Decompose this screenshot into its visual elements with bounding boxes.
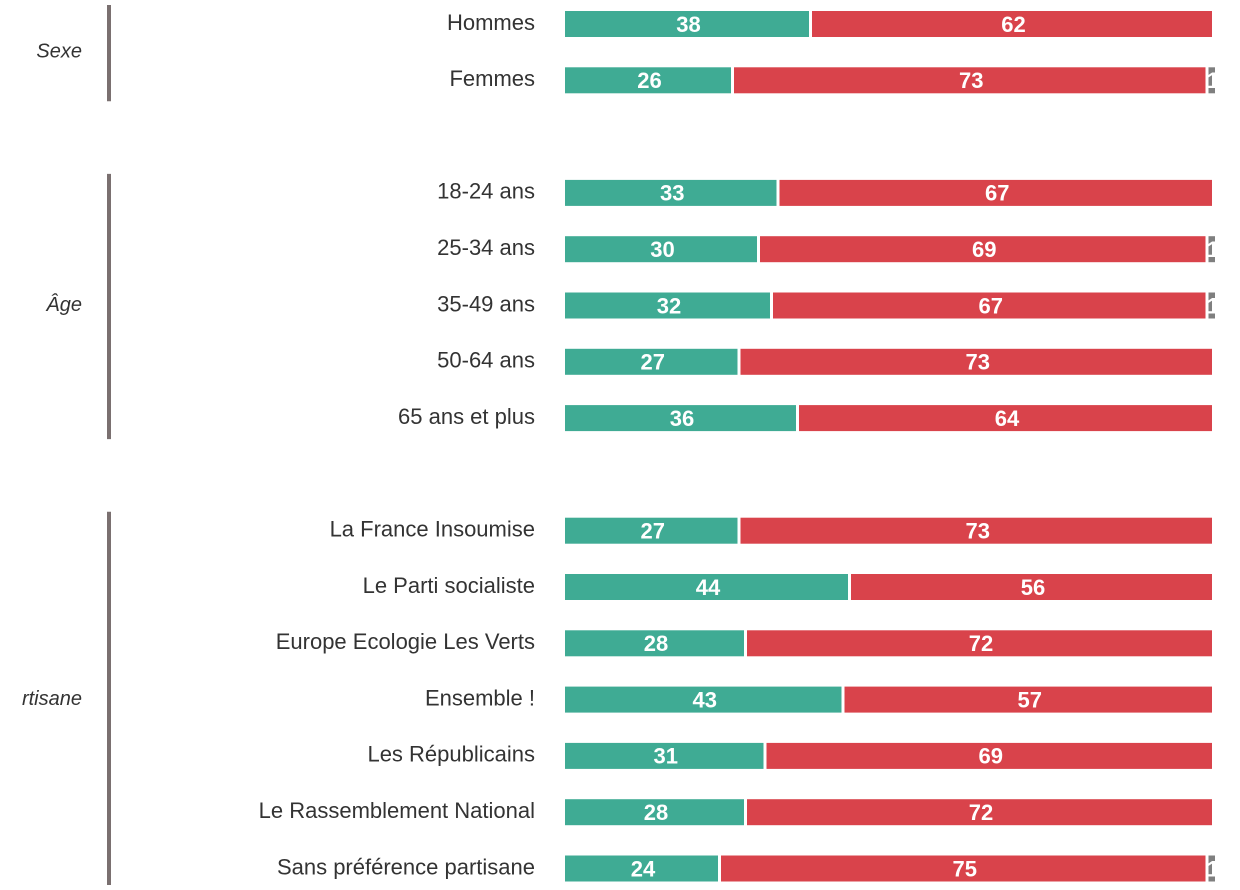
bar-segment — [734, 67, 1206, 94]
bar-segment — [766, 742, 1212, 769]
value-label: 72 — [969, 800, 993, 825]
bar-segment — [1208, 236, 1215, 263]
bar-segment — [1208, 67, 1215, 94]
bar-segment — [740, 517, 1212, 544]
bar-segment — [773, 292, 1206, 319]
value-label: 30 — [650, 237, 674, 262]
bar-segment — [565, 799, 744, 826]
bar-segment — [565, 686, 842, 713]
value-label: 1 — [1207, 68, 1219, 93]
group-label: rtisane — [22, 688, 82, 710]
category-label: La France Insoumise — [330, 517, 535, 542]
value-label: 36 — [670, 406, 694, 431]
value-label: 73 — [966, 350, 990, 375]
value-label: 73 — [959, 68, 983, 93]
group-label: Âge — [45, 293, 82, 316]
value-label: 43 — [693, 687, 717, 712]
category-label: Le Parti socialiste — [363, 573, 535, 598]
value-label: 33 — [660, 181, 684, 206]
category-label: Femmes — [449, 66, 535, 91]
bar-segment — [565, 67, 731, 94]
value-label: 32 — [657, 293, 681, 318]
value-label: 28 — [644, 631, 668, 656]
bar-segment — [779, 179, 1212, 206]
value-label: 38 — [676, 12, 700, 37]
bar-segment — [740, 348, 1212, 375]
category-label: Les Républicains — [367, 742, 535, 767]
value-label: 27 — [641, 519, 665, 544]
value-label: 62 — [1001, 12, 1025, 37]
bar-segment — [565, 348, 738, 375]
value-label: 27 — [641, 350, 665, 375]
bar-segment — [812, 11, 1212, 37]
bar-segment — [565, 236, 757, 263]
value-label: 67 — [979, 293, 1003, 318]
bar-segment — [747, 630, 1212, 657]
value-label: 67 — [985, 181, 1009, 206]
category-label: 35-49 ans — [437, 291, 535, 316]
value-label: 26 — [637, 68, 661, 93]
value-label: 31 — [654, 744, 678, 769]
bar-segment — [844, 686, 1212, 713]
value-label: 72 — [969, 631, 993, 656]
category-label: 18-24 ans — [437, 179, 535, 204]
bar-segment — [565, 517, 738, 544]
bar-segment — [565, 292, 770, 319]
value-label: 28 — [644, 800, 668, 825]
category-label: Le Rassemblement National — [259, 798, 535, 823]
bar-segment — [565, 855, 718, 882]
value-label: 24 — [631, 856, 656, 881]
value-label: 1 — [1207, 237, 1219, 262]
group-label: Sexe — [36, 40, 82, 62]
category-label: Ensemble ! — [425, 685, 535, 710]
category-label: Sans préférence partisane — [277, 854, 535, 879]
bar-segment — [1208, 855, 1215, 882]
value-label: 69 — [979, 744, 1003, 769]
value-label: 69 — [972, 237, 996, 262]
category-label: 25-34 ans — [437, 235, 535, 260]
bar-segment — [760, 236, 1206, 263]
value-label: 57 — [1018, 687, 1042, 712]
bar-segment — [721, 855, 1206, 882]
category-label: Europe Ecologie Les Verts — [276, 629, 535, 654]
category-label: Hommes — [447, 10, 535, 35]
value-label: 73 — [966, 519, 990, 544]
value-label: 1 — [1207, 293, 1219, 318]
category-label: 65 ans et plus — [398, 404, 535, 429]
bar-segment — [565, 742, 764, 769]
bar-segment — [565, 179, 777, 206]
bar-segment — [799, 405, 1212, 432]
category-label: 50-64 ans — [437, 348, 535, 373]
bar-segment — [565, 574, 848, 600]
bar-segment — [747, 799, 1212, 826]
value-label: 1 — [1207, 856, 1219, 881]
bar-segment — [565, 405, 796, 432]
bar-segment — [565, 630, 744, 657]
value-label: 44 — [696, 575, 721, 600]
bar-segment — [1208, 292, 1215, 319]
value-label: 64 — [995, 406, 1020, 431]
value-label: 75 — [953, 856, 977, 881]
value-label: 56 — [1021, 575, 1045, 600]
bar-segment — [851, 574, 1212, 600]
bar-segment — [565, 11, 809, 37]
